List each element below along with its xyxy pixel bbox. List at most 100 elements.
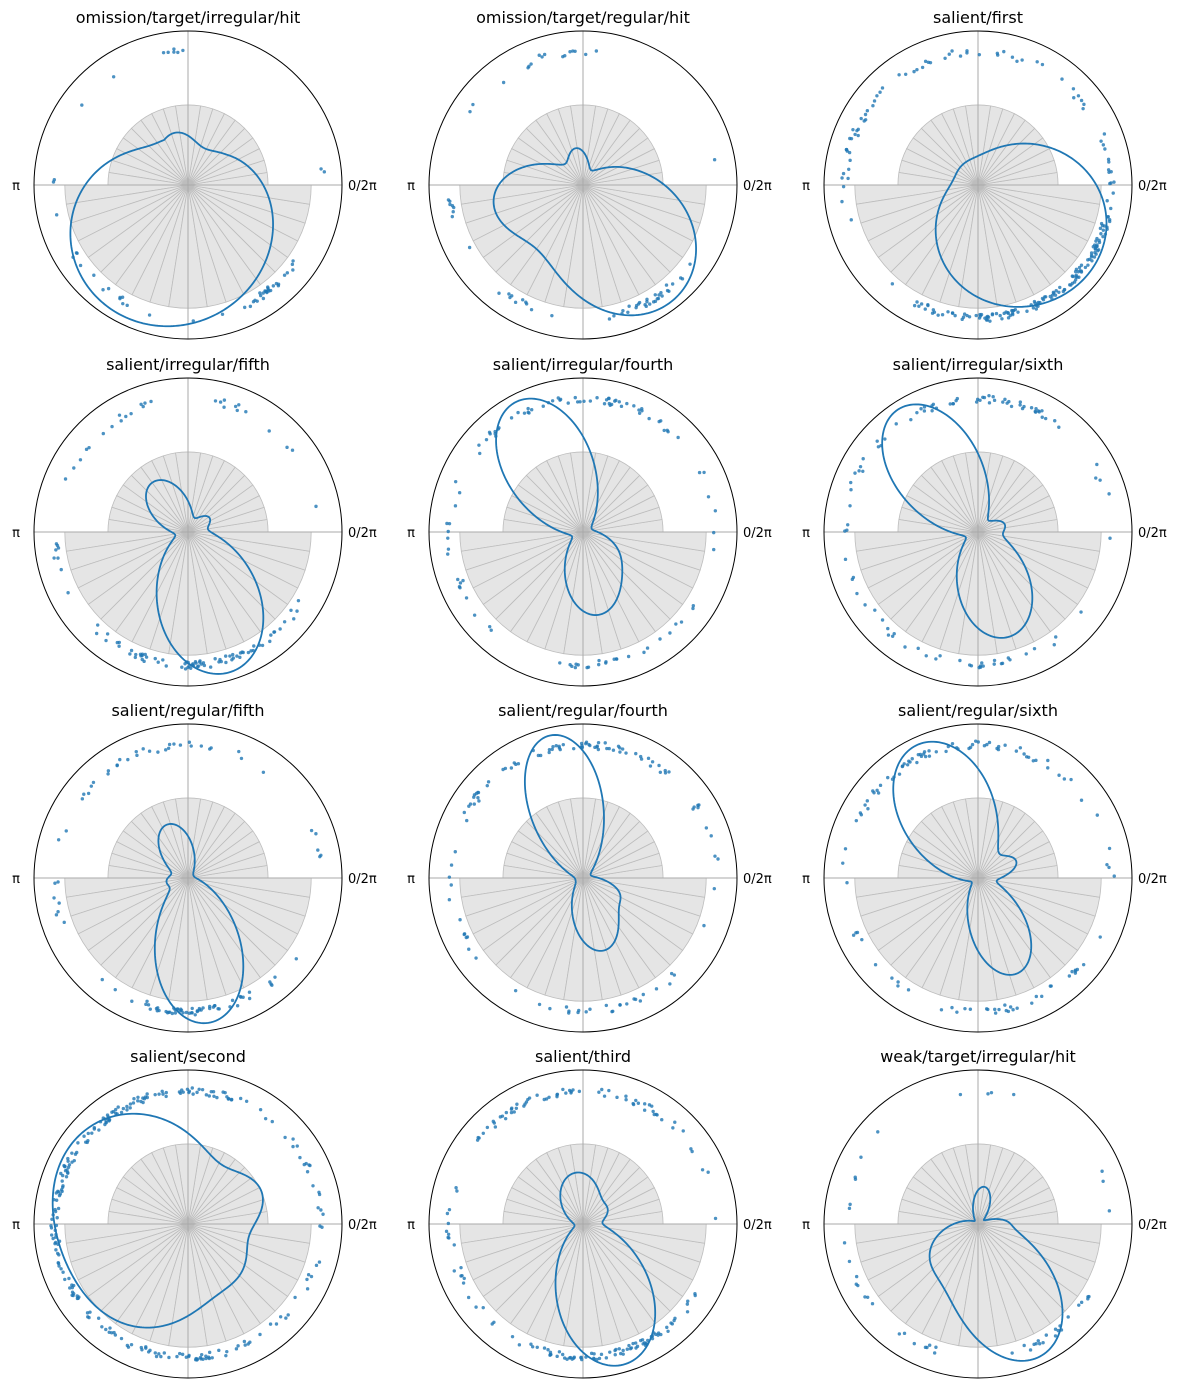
phase-dot <box>858 464 863 469</box>
phase-dot <box>110 1110 114 1114</box>
phase-dot <box>72 1158 76 1163</box>
phase-dot <box>978 314 983 318</box>
phase-dot <box>219 659 223 664</box>
theta-label-pi: π <box>12 179 20 194</box>
phase-dot <box>1032 646 1037 651</box>
phase-dot <box>522 411 527 415</box>
phase-dot <box>459 1265 463 1270</box>
phase-dot <box>865 109 870 113</box>
phase-dot <box>320 1225 324 1229</box>
polar-frame <box>428 1069 738 1379</box>
phase-dot <box>939 1008 944 1012</box>
phase-dot <box>662 428 666 433</box>
phase-dot <box>1022 752 1026 756</box>
phase-dot <box>503 1116 508 1121</box>
phase-dot <box>706 1170 710 1174</box>
phase-dot <box>845 881 849 885</box>
phase-dot <box>117 644 121 648</box>
phase-dot <box>617 1347 621 1351</box>
polar-frame <box>428 723 738 1033</box>
phase-dot <box>512 761 516 765</box>
phase-dot <box>530 1345 535 1349</box>
phase-dot <box>243 1343 247 1347</box>
phase-dot <box>604 1356 609 1360</box>
phase-dot <box>880 86 885 90</box>
phase-dots <box>445 395 718 670</box>
phase-dot <box>1035 60 1039 64</box>
phase-dot <box>236 1344 240 1348</box>
phase-dot <box>1057 425 1061 429</box>
phase-dot <box>1089 255 1094 259</box>
phase-dot <box>156 1006 160 1010</box>
phase-dot <box>856 133 860 138</box>
density-curve <box>523 734 622 952</box>
phase-dot <box>926 60 931 64</box>
phase-dot <box>1037 1342 1042 1346</box>
phase-dot <box>688 262 692 266</box>
phase-dot <box>947 52 951 56</box>
phase-dot <box>713 854 717 858</box>
phase-dot <box>217 1348 221 1353</box>
phase-dot <box>673 1120 677 1124</box>
phase-dot <box>621 1348 625 1353</box>
phase-dot <box>477 1136 481 1140</box>
phase-dot <box>60 1179 64 1183</box>
phase-dot <box>709 834 713 838</box>
phase-dot <box>652 1112 656 1117</box>
phase-dot <box>919 407 923 411</box>
density-curve <box>554 1171 657 1367</box>
phase-dot <box>446 198 451 202</box>
theta-label-pi: π <box>407 872 415 887</box>
phase-dot <box>136 1099 140 1103</box>
phase-dot <box>897 772 902 776</box>
phase-dot <box>595 396 599 400</box>
phase-dot <box>1108 536 1112 540</box>
phase-dot <box>540 55 544 59</box>
phase-dot <box>1112 180 1116 184</box>
phase-dot <box>215 1095 219 1100</box>
phase-dot <box>566 401 570 405</box>
phase-dot <box>304 1161 308 1166</box>
phase-dot <box>263 1116 268 1121</box>
phase-dot <box>689 1147 693 1151</box>
phase-dot <box>49 1233 54 1237</box>
phase-dots <box>444 1087 718 1362</box>
phase-histogram <box>64 104 312 309</box>
phase-dots <box>840 49 1116 323</box>
phase-dot <box>63 477 68 481</box>
phase-dot <box>886 775 890 780</box>
phase-dot <box>607 401 612 406</box>
phase-histogram <box>64 797 312 1002</box>
phase-dot <box>64 829 68 833</box>
phase-dot <box>932 1351 937 1355</box>
phase-dot <box>54 213 59 217</box>
phase-dot <box>934 657 938 661</box>
phase-histogram <box>854 1143 1102 1348</box>
phase-dot <box>712 530 716 535</box>
phase-dot <box>853 1177 858 1181</box>
phase-dot <box>841 184 846 189</box>
phase-dot <box>235 1004 240 1008</box>
theta-label-pi: π <box>802 526 810 541</box>
phase-dot <box>246 650 251 655</box>
phase-dot <box>1097 238 1101 243</box>
phase-dot <box>291 1137 295 1141</box>
phase-dot <box>1071 87 1076 91</box>
phase-dot <box>105 1113 110 1117</box>
phase-dot <box>449 863 454 867</box>
phase-dot <box>640 407 644 411</box>
polar-panel: salient/regular/fifth 0/2π π <box>12 701 377 1033</box>
phase-dot <box>91 780 96 785</box>
phase-dot <box>597 1356 602 1361</box>
phase-dot <box>604 1003 609 1008</box>
polar-frame <box>823 30 1133 340</box>
phase-dot <box>165 1011 170 1015</box>
polar-panel: salient/second 0/2π π <box>12 1047 377 1379</box>
panel-title: salient/irregular/fourth <box>493 355 674 374</box>
phase-dot <box>447 1207 452 1212</box>
phase-dot <box>119 1110 124 1115</box>
phase-dot <box>679 620 684 624</box>
phase-dot <box>261 770 266 775</box>
phase-dot <box>658 770 663 774</box>
phase-dot <box>191 319 195 323</box>
